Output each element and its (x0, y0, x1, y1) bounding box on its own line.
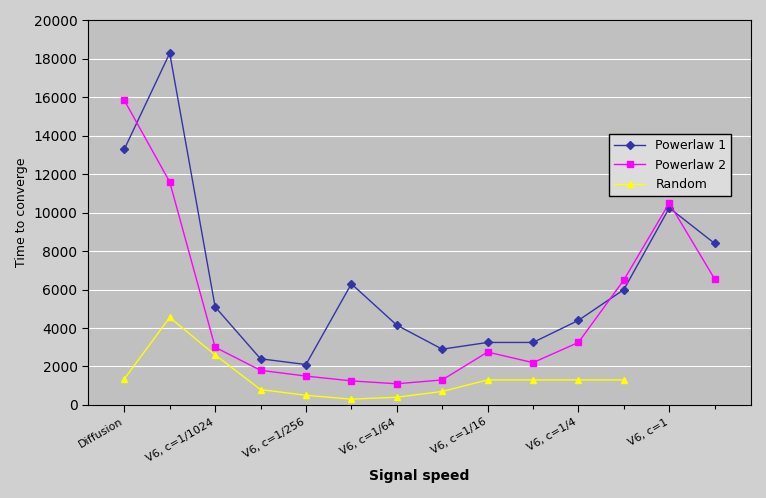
Powerlaw 2 (710, 276, 719, 282)
Random (619, 377, 628, 383)
Powerlaw 2 (165, 179, 175, 185)
Powerlaw 2 (483, 349, 493, 355)
Y-axis label: Time to converge: Time to converge (15, 158, 28, 267)
Powerlaw 1 (211, 304, 220, 310)
Powerlaw 1 (165, 50, 175, 56)
Powerlaw 1 (392, 322, 401, 328)
Line: Powerlaw 2: Powerlaw 2 (121, 97, 719, 387)
X-axis label: Signal speed: Signal speed (369, 469, 470, 483)
Legend: Powerlaw 1, Powerlaw 2, Random: Powerlaw 1, Powerlaw 2, Random (609, 134, 732, 196)
Powerlaw 1 (529, 340, 538, 346)
Random (529, 377, 538, 383)
Powerlaw 2 (119, 97, 129, 103)
Random (256, 386, 265, 392)
Line: Powerlaw 1: Powerlaw 1 (122, 50, 718, 368)
Powerlaw 1 (301, 362, 310, 368)
Powerlaw 1 (256, 356, 265, 362)
Powerlaw 1 (665, 205, 674, 211)
Powerlaw 1 (710, 241, 719, 247)
Powerlaw 1 (483, 340, 493, 346)
Powerlaw 1 (619, 287, 628, 293)
Powerlaw 2 (619, 277, 628, 283)
Random (165, 314, 175, 320)
Line: Random: Random (121, 314, 627, 402)
Powerlaw 2 (665, 200, 674, 206)
Random (119, 376, 129, 382)
Powerlaw 2 (301, 373, 310, 379)
Powerlaw 2 (392, 381, 401, 387)
Powerlaw 2 (347, 378, 356, 384)
Random (347, 396, 356, 402)
Random (483, 377, 493, 383)
Powerlaw 2 (211, 344, 220, 350)
Powerlaw 2 (574, 340, 583, 346)
Random (392, 394, 401, 400)
Random (211, 352, 220, 358)
Powerlaw 1 (347, 281, 356, 287)
Powerlaw 1 (574, 317, 583, 323)
Random (301, 392, 310, 398)
Powerlaw 2 (529, 360, 538, 366)
Powerlaw 1 (437, 346, 447, 352)
Random (437, 388, 447, 394)
Random (574, 377, 583, 383)
Powerlaw 2 (256, 368, 265, 374)
Powerlaw 1 (119, 146, 129, 152)
Powerlaw 2 (437, 377, 447, 383)
